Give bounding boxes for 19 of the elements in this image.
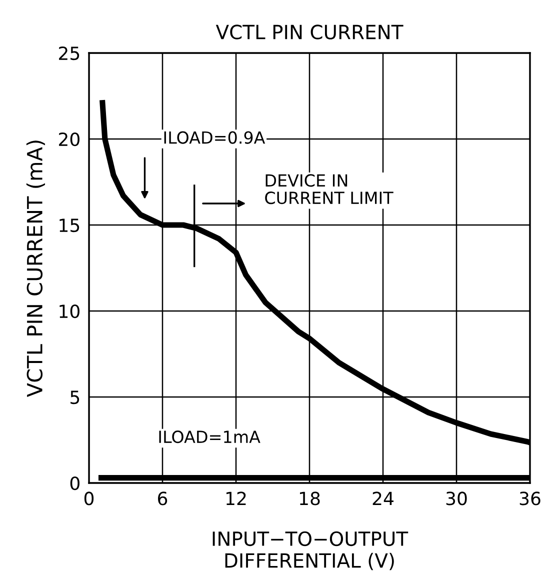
x-tick-label: 30 <box>446 492 467 506</box>
x-tick-label: 12 <box>226 492 246 506</box>
annotation: ILOAD=0.9A <box>164 131 266 144</box>
y-tick-label: 15 <box>60 218 80 232</box>
chart-title: VCTL PIN CURRENT <box>216 24 404 40</box>
y-tick-label: 25 <box>59 46 80 60</box>
x-tick-label: 24 <box>372 492 394 506</box>
x-tick-label: 36 <box>520 492 540 506</box>
x-axis-title: INPUT−TO−OUTPUT DIFFERENTIAL (V) <box>212 531 408 570</box>
x-tick-label: 18 <box>300 492 320 506</box>
annotation: DEVICE IN CURRENT LIMIT <box>265 174 394 204</box>
x-tick-label: 0 <box>84 492 94 506</box>
annotation: ILOAD=1mA <box>159 430 260 444</box>
y-tick-label: 10 <box>60 304 80 318</box>
x-tick-label: 6 <box>158 492 168 506</box>
y-tick-label: 0 <box>70 476 80 490</box>
y-axis-title: VCTL PIN CURRENT (mA) <box>26 140 45 397</box>
y-tick-label: 5 <box>70 390 80 404</box>
y-tick-label: 20 <box>59 132 80 146</box>
